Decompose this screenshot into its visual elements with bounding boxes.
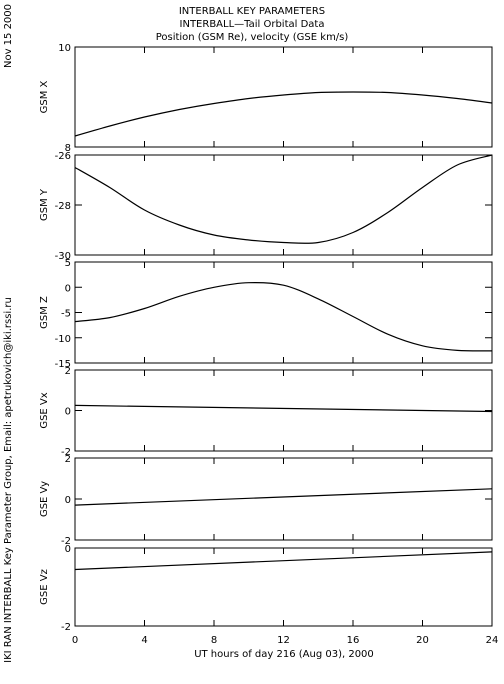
chart-title-line-2: INTERBALL—Tail Orbital Data (180, 19, 325, 30)
y-tick-label: -2 (61, 622, 71, 633)
panel-5: -2 0 2 GSE Vy (39, 454, 493, 547)
y-axis-label: GSE Vx (39, 392, 50, 428)
y-tick-label: 2 (65, 454, 71, 465)
x-tick-label: 0 (72, 635, 78, 646)
panel-4: -2 0 2 GSE Vx (39, 366, 493, 458)
y-tick-label: -28 (55, 201, 71, 212)
y-tick-label: 0 (65, 283, 71, 294)
panel-frame (74, 46, 493, 148)
x-tick-label: 4 (141, 635, 147, 646)
chart-title-line-3: Position (GSM Re), velocity (GSE km/s) (156, 32, 349, 43)
panel-frame (74, 261, 493, 364)
y-tick-label: 8 (65, 143, 71, 154)
y-tick-label: 0 (65, 495, 71, 506)
y-tick-label: -2 (61, 447, 71, 458)
series-line (74, 281, 493, 352)
y-axis-label: GSM Y (39, 188, 50, 221)
date-stamp: Nov 15 2000 (3, 4, 14, 68)
y-tick-label: 0 (65, 407, 71, 418)
chart-header: INTERBALL KEY PARAMETERS INTERBALL—Tail … (3, 4, 348, 663)
y-axis-label: GSE Vy (39, 481, 50, 517)
chart-title-line-1: INTERBALL KEY PARAMETERS (179, 6, 325, 17)
panel-6: -2 0 GSE Vz (39, 544, 493, 633)
series-line (74, 551, 493, 571)
y-tick-label: 2 (65, 366, 71, 377)
y-axis-label: GSE Vz (39, 569, 50, 605)
y-tick-label: 10 (58, 43, 71, 54)
y-tick-label: -5 (61, 309, 71, 320)
y-tick-label: -26 (55, 151, 71, 162)
y-tick-label: -2 (61, 536, 71, 547)
y-axis-label: GSM Z (39, 296, 50, 329)
series-line (74, 404, 493, 413)
y-tick-label: -15 (55, 359, 71, 370)
x-axis-label: UT hours of day 216 (Aug 03), 2000 (194, 649, 374, 660)
panel-frame (74, 457, 493, 541)
panel-3: -15 -10 -5 0 5 GSM Z (39, 258, 493, 370)
x-tick-label: 20 (416, 635, 429, 646)
y-tick-label: -30 (55, 251, 71, 262)
panel-1: 8 10 GSM X (39, 43, 493, 154)
series-line (74, 91, 493, 137)
y-tick-label: 0 (65, 544, 71, 555)
series-line (74, 488, 493, 506)
x-tick-label: 24 (486, 635, 499, 646)
x-tick-label: 16 (347, 635, 360, 646)
y-axis-label: GSM X (39, 80, 50, 113)
panel-2: -30 -28 -26 GSM Y (39, 151, 493, 262)
x-tick-label: 12 (277, 635, 290, 646)
series-line (74, 154, 493, 244)
x-tick-label: 8 (211, 635, 217, 646)
side-credit: IKI RAN INTERBALL Key Parameter Group, E… (3, 297, 14, 663)
y-tick-label: 5 (65, 258, 71, 269)
panel-frame (74, 154, 493, 256)
x-axis: UT hours of day 216 (Aug 03), 2000 0 4 8 12… (72, 635, 499, 660)
y-tick-label: -10 (55, 334, 71, 345)
panel-frame (74, 547, 493, 627)
